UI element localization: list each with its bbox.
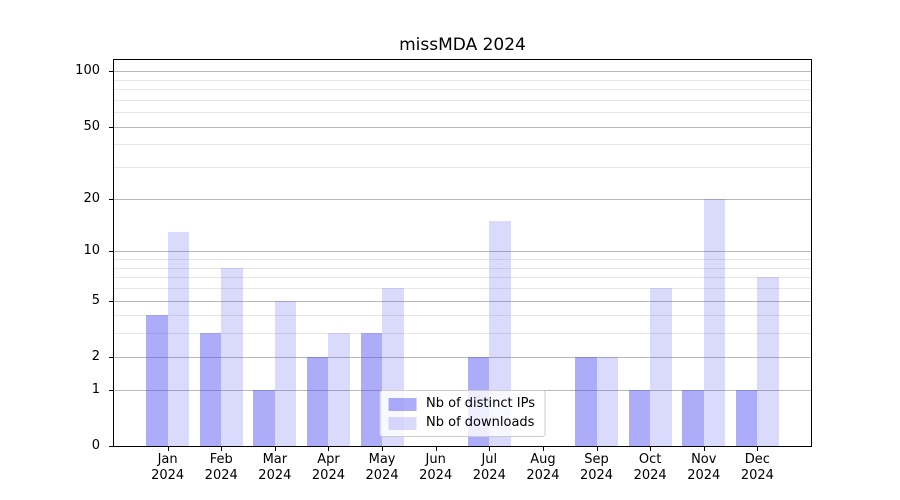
minor-gridline-4: [114, 315, 811, 317]
bar-distinct-ips-sep: [575, 356, 597, 446]
major-gridline-20: [114, 198, 811, 200]
bar-downloads-dec: [757, 277, 779, 446]
y-tick-label-1: 1: [91, 381, 100, 397]
x-tick-label-may: May 2024: [365, 452, 399, 483]
y-tick-label-20: 20: [83, 190, 100, 206]
bar-distinct-ips-may: [360, 333, 383, 446]
x-tick-label-sep: Sep 2024: [579, 452, 614, 483]
x-tick-mark-jun: [435, 447, 437, 451]
major-gridline-5: [114, 300, 811, 302]
x-tick-mark-feb: [221, 447, 223, 451]
legend: Nb of distinct IPs Nb of downloads: [379, 390, 546, 437]
legend-swatch-downloads: [388, 416, 417, 430]
x-tick-label-jul: Jul 2024: [472, 452, 506, 483]
y-tick-mark-0: [109, 446, 113, 447]
x-tick-mark-jul: [489, 447, 491, 451]
y-tick-label-0: 0: [91, 438, 100, 453]
minor-gridline-90: [114, 79, 811, 81]
bar-distinct-ips-feb: [199, 333, 222, 446]
minor-gridline-8: [114, 267, 811, 269]
x-tick-mark-aug: [542, 447, 544, 451]
minor-gridline-6: [114, 287, 811, 289]
minor-gridline-60: [114, 112, 811, 114]
y-tick-label-10: 10: [83, 243, 100, 259]
x-tick-mark-dec: [757, 447, 759, 451]
x-tick-label-jan: Jan 2024: [151, 452, 185, 483]
minor-gridline-30: [114, 167, 811, 169]
legend-item-distinct-ips: Nb of distinct IPs: [388, 396, 535, 412]
x-tick-label-apr: Apr 2024: [311, 452, 345, 483]
legend-swatch-distinct-ips: [388, 397, 417, 411]
x-tick-mark-may: [382, 447, 384, 451]
y-tick-mark-100: [109, 71, 113, 73]
y-tick-mark-2: [109, 356, 113, 358]
bar-distinct-ips-apr: [307, 356, 329, 446]
legend-label-distinct-ips: Nb of distinct IPs: [426, 396, 535, 411]
x-tick-label-feb: Feb 2024: [204, 452, 238, 483]
major-gridline-10: [114, 251, 811, 253]
bar-downloads-nov: [703, 198, 726, 446]
minor-gridline-70: [114, 99, 811, 101]
x-tick-mark-jan: [167, 447, 169, 451]
bar-downloads-mar: [274, 300, 297, 446]
chart-title: missMDA 2024: [399, 35, 526, 55]
minor-gridline-9: [114, 259, 811, 261]
x-tick-label-mar: Mar 2024: [258, 452, 292, 483]
bar-downloads-sep: [596, 356, 618, 446]
legend-item-downloads: Nb of downloads: [388, 415, 535, 431]
y-tick-label-100: 100: [75, 63, 100, 79]
x-tick-mark-oct: [650, 447, 652, 451]
x-tick-label-oct: Oct 2024: [633, 452, 667, 483]
legend-label-downloads: Nb of downloads: [426, 415, 535, 430]
bar-distinct-ips-mar: [253, 389, 275, 446]
plot-area: Nb of distinct IPs Nb of downloads: [113, 59, 812, 447]
x-tick-mark-mar: [274, 447, 276, 451]
bar-distinct-ips-oct: [628, 389, 651, 446]
x-tick-label-dec: Dec 2024: [740, 452, 774, 483]
y-tick-mark-10: [109, 251, 113, 253]
major-gridline-100: [114, 71, 811, 73]
bar-distinct-ips-nov: [682, 389, 704, 446]
bar-downloads-feb: [221, 267, 243, 446]
x-tick-label-aug: Aug 2024: [526, 452, 560, 483]
y-tick-label-50: 50: [83, 118, 100, 134]
bar-downloads-jul: [489, 220, 511, 446]
bar-downloads-jan: [167, 231, 190, 446]
x-tick-mark-sep: [596, 447, 598, 451]
x-tick-mark-apr: [328, 447, 330, 451]
bar-downloads-apr: [328, 333, 350, 446]
major-gridline-50: [114, 126, 811, 128]
y-tick-label-5: 5: [91, 292, 100, 308]
x-tick-label-nov: Nov 2024: [687, 452, 721, 483]
y-tick-mark-1: [109, 389, 113, 391]
y-tick-label-2: 2: [91, 348, 100, 364]
y-tick-mark-50: [109, 126, 113, 128]
bar-distinct-ips-dec: [735, 389, 758, 446]
y-tick-mark-20: [109, 198, 113, 200]
minor-gridline-80: [114, 89, 811, 91]
x-tick-label-jun: Jun 2024: [419, 452, 453, 483]
bar-downloads-oct: [650, 288, 672, 446]
minor-gridline-3: [114, 333, 811, 335]
x-tick-mark-nov: [703, 447, 705, 451]
minor-gridline-40: [114, 144, 811, 146]
y-tick-mark-5: [109, 300, 113, 302]
major-gridline-2: [114, 356, 811, 358]
bar-distinct-ips-jan: [146, 315, 168, 446]
minor-gridline-7: [114, 277, 811, 279]
